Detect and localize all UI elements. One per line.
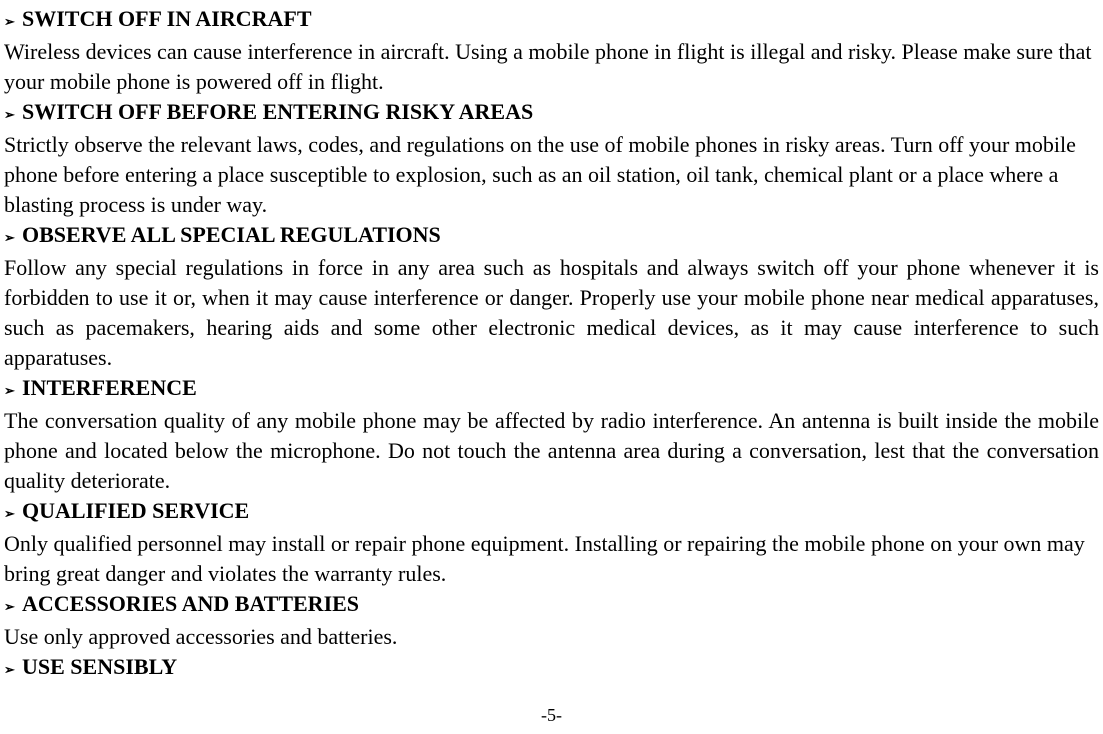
document-body: ➢SWITCH OFF IN AIRCRAFTWireless devices … [4, 4, 1099, 685]
bullet-icon: ➢ [4, 223, 18, 253]
section-heading: ➢INTERFERENCE [4, 373, 1099, 406]
section-body: Wireless devices can cause interference … [4, 37, 1099, 97]
bullet-icon: ➢ [4, 655, 18, 685]
section-body: Use only approved accessories and batter… [4, 622, 1099, 652]
bullet-icon: ➢ [4, 100, 18, 130]
section-body: Strictly observe the relevant laws, code… [4, 130, 1099, 220]
section-heading: ➢USE SENSIBLY [4, 652, 1099, 685]
section-body: Follow any special regulations in force … [4, 253, 1099, 373]
bullet-icon: ➢ [4, 499, 18, 529]
section-body: Only qualified personnel may install or … [4, 529, 1099, 589]
section-heading: ➢ACCESSORIES AND BATTERIES [4, 589, 1099, 622]
section-heading-text: SWITCH OFF BEFORE ENTERING RISKY AREAS [22, 97, 533, 127]
section-heading: ➢QUALIFIED SERVICE [4, 496, 1099, 529]
section-heading-text: ACCESSORIES AND BATTERIES [22, 589, 359, 619]
bullet-icon: ➢ [4, 592, 18, 622]
section-heading: ➢OBSERVE ALL SPECIAL REGULATIONS [4, 220, 1099, 253]
bullet-icon: ➢ [4, 7, 18, 37]
section-body: The conversation quality of any mobile p… [4, 406, 1099, 496]
section-heading-text: OBSERVE ALL SPECIAL REGULATIONS [22, 220, 441, 250]
section-heading-text: INTERFERENCE [22, 373, 197, 403]
section-heading-text: SWITCH OFF IN AIRCRAFT [22, 4, 312, 34]
section-heading-text: USE SENSIBLY [22, 652, 177, 682]
section-heading: ➢SWITCH OFF IN AIRCRAFT [4, 4, 1099, 37]
page-number: -5- [0, 705, 1103, 726]
section-heading-text: QUALIFIED SERVICE [22, 496, 249, 526]
section-heading: ➢SWITCH OFF BEFORE ENTERING RISKY AREAS [4, 97, 1099, 130]
bullet-icon: ➢ [4, 376, 18, 406]
